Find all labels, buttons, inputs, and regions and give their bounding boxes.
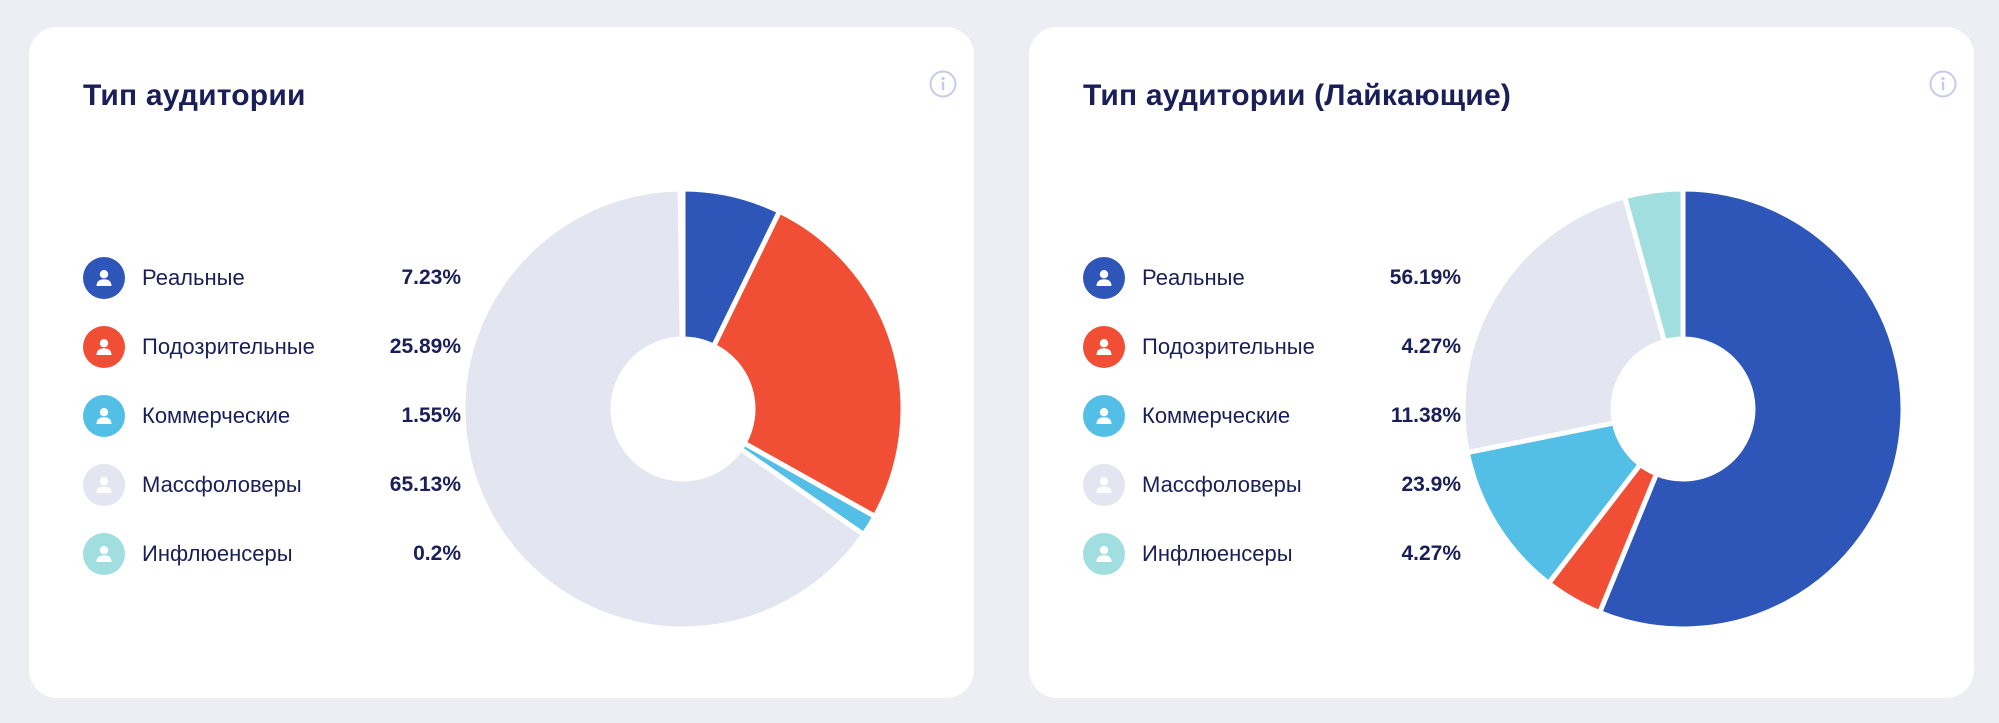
card-title: Тип аудитории (Лайкающие) bbox=[1083, 79, 1512, 112]
legend-label: Подозрительные bbox=[1142, 333, 1315, 359]
user-icon bbox=[83, 532, 125, 575]
legend-value: 0.2% bbox=[413, 541, 461, 565]
pie-slice bbox=[1597, 186, 1906, 632]
legend-item: Подозрительные 4.27% bbox=[1083, 312, 1461, 381]
user-icon bbox=[83, 256, 125, 299]
card-title: Тип аудитории bbox=[83, 79, 306, 112]
info-icon[interactable] bbox=[928, 69, 958, 99]
pie-slice bbox=[1464, 420, 1643, 586]
legend-label: Инфлюенсеры bbox=[1142, 540, 1293, 566]
legend-item: Инфлюенсеры 0.2% bbox=[83, 519, 461, 588]
legend-item: Реальные 56.19% bbox=[1083, 243, 1461, 312]
legend-item: Коммерческие 11.38% bbox=[1083, 381, 1461, 450]
legend-value: 25.89% bbox=[389, 334, 461, 358]
user-icon bbox=[83, 325, 125, 368]
legend-label: Подозрительные bbox=[142, 333, 315, 359]
legend-item: Инфлюенсеры 4.27% bbox=[1083, 519, 1461, 588]
pie-slice bbox=[1460, 194, 1667, 455]
legend-value: 23.9% bbox=[1401, 472, 1461, 496]
user-icon bbox=[1083, 532, 1125, 575]
pie-slice bbox=[1622, 186, 1686, 345]
legend-value: 7.23% bbox=[401, 265, 461, 289]
legend-item: Коммерческие 1.55% bbox=[83, 381, 461, 450]
legend: Реальные 7.23% Подозрительные 25.89% Коммерч… bbox=[83, 243, 461, 588]
user-icon bbox=[1083, 256, 1125, 299]
legend-value: 56.19% bbox=[1389, 265, 1461, 289]
user-icon bbox=[1083, 394, 1125, 437]
user-icon bbox=[83, 394, 125, 437]
legend-value: 65.13% bbox=[389, 472, 461, 496]
legend-value: 4.27% bbox=[1401, 541, 1461, 565]
legend-label: Коммерческие bbox=[1142, 402, 1291, 428]
legend-value: 1.55% bbox=[401, 403, 461, 427]
legend-item: Подозрительные 25.89% bbox=[83, 312, 461, 381]
user-icon bbox=[83, 463, 125, 506]
legend-label: Реальные bbox=[142, 264, 245, 290]
legend-label: Массфоловеры bbox=[142, 471, 302, 497]
legend-item: Массфоловеры 65.13% bbox=[83, 450, 461, 519]
legend-value: 11.38% bbox=[1390, 403, 1461, 427]
legend-label: Массфоловеры bbox=[1142, 471, 1302, 497]
legend-label: Реальные bbox=[1142, 264, 1245, 290]
pie-chart bbox=[1460, 186, 1906, 632]
pie-slice bbox=[711, 208, 906, 519]
legend-item: Массфоловеры 23.9% bbox=[1083, 450, 1461, 519]
legend: Реальные 56.19% Подозрительные 4.27% Коммерч… bbox=[1083, 243, 1461, 588]
legend-item: Реальные 7.23% bbox=[83, 243, 461, 312]
pie-slice bbox=[677, 186, 686, 342]
pie-slice bbox=[460, 186, 867, 632]
info-icon[interactable] bbox=[1928, 69, 1958, 99]
audience-type-card: Тип аудитории Реальные 7.23% Подозрительны… bbox=[29, 27, 974, 698]
legend-label: Инфлюенсеры bbox=[142, 540, 293, 566]
audience-type-likers-card: Тип аудитории (Лайкающие) Реальные 56.19%… bbox=[1029, 27, 1974, 698]
user-icon bbox=[1083, 463, 1125, 506]
user-icon bbox=[1083, 325, 1125, 368]
legend-label: Коммерческие bbox=[142, 402, 291, 428]
pie-chart bbox=[460, 186, 906, 632]
legend-value: 4.27% bbox=[1401, 334, 1461, 358]
